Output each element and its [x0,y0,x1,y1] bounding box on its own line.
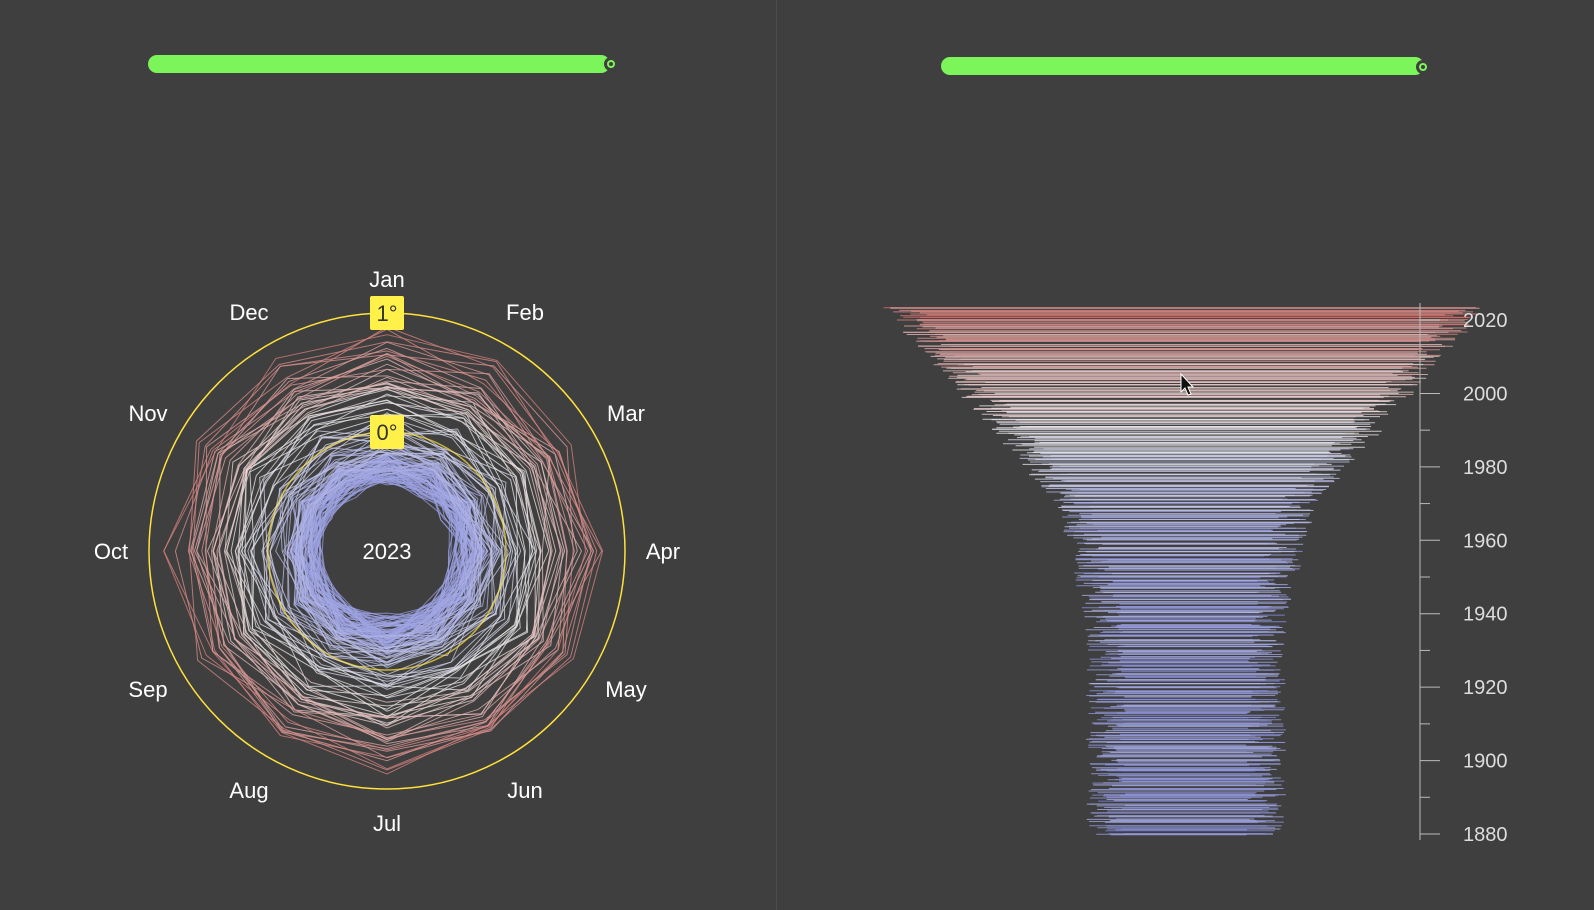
spiral-line-2018 [174,355,592,739]
year-bars [883,307,1483,836]
spiral-line-1996 [237,389,542,717]
panel-divider [776,0,777,910]
spiral-line-1948 [295,465,471,641]
spiral-line-1970 [296,454,492,664]
spiral-line-1977 [266,436,512,663]
spiral-line-1975 [287,426,502,680]
month-label-mar: Mar [607,401,645,426]
temperature-spiral-chart: 0° 1° Jan Feb Mar Apr May Jun Jul Aug Sep Oct Nov Dec… [94,267,680,836]
year-axis-label-2020: 2020 [1463,310,1508,332]
month-label-apr: Apr [646,539,680,564]
spiral-line-2001 [223,383,552,720]
year-axis-label-1960: 1960 [1463,530,1508,552]
year-axis-label-1920: 1920 [1463,677,1508,699]
spiral-line-2013 [191,347,595,736]
month-label-dec: Dec [229,300,268,325]
spiral-line-2014 [196,352,568,752]
mouse-cursor-icon [1180,372,1195,396]
spiral-line-2015 [204,341,589,762]
month-label-nov: Nov [128,401,167,426]
spiral-line-2023 [163,334,587,770]
year-axis-label-1900: 1900 [1463,751,1508,773]
spiral-panel: 0° 1° Jan Feb Mar Apr May Jun Jul Aug Sep Oct Nov Dec… [0,0,776,910]
spiral-line-2021 [192,328,594,758]
month-label-sep: Sep [128,677,167,702]
ring-label-bg-1 [370,296,404,330]
spiral-line-1985 [250,427,534,682]
temperature-bars-chart: 2020 2000 1980 1960 1940 1920 1900 1880 [883,303,1508,846]
month-label-jun: Jun [507,778,542,803]
spiral-line-1952 [307,462,489,648]
year-axis-label-1940: 1940 [1463,604,1508,626]
spiral-line-2003 [212,386,561,718]
spiral-line-1946 [297,456,484,637]
spiral-line-2022 [163,326,604,775]
month-label-may: May [605,677,647,702]
spiral-line-2005 [206,387,564,741]
spiral-line-1967 [289,452,503,640]
spiral-lines [163,326,604,775]
bars-slider-handle[interactable] [1416,60,1430,74]
spiral-line-1968 [275,445,483,655]
spiral-line-1964 [286,441,497,638]
spiral-line-1957 [282,451,493,644]
spiral-line-1982 [268,412,517,690]
month-label-aug: Aug [229,778,268,803]
month-label-oct: Oct [94,539,128,564]
spiral-line-1983 [263,430,519,671]
month-label-jan: Jan [369,267,404,292]
spiral-line-1999 [224,402,542,724]
center-year-label: 2023 [363,539,412,564]
year-slider-track[interactable] [148,55,610,73]
ring-label-0: 0° [376,420,397,445]
spiral-line-2012 [210,353,592,747]
spiral-line-2020 [188,341,598,771]
bars-panel: 2020 2000 1980 1960 1940 1920 1900 1880 [777,0,1594,910]
bars-slider-track[interactable] [941,57,1424,75]
spiral-line-1994 [238,399,531,710]
year-axis-label-1980: 1980 [1463,457,1508,479]
spiral-line-2000 [212,388,557,727]
spiral-line-2019 [187,350,603,751]
year-slider-handle[interactable] [604,57,618,71]
year-axis-label-2000: 2000 [1463,383,1508,405]
spiral-line-2017 [201,354,574,750]
spiral-line-1945 [290,463,471,630]
spiral-line-1980 [266,423,507,686]
spiral-line-1998 [234,395,541,707]
ring-label-bg-0 [370,415,404,449]
month-label-feb: Feb [506,300,544,325]
year-axis-label-1880: 1880 [1463,824,1508,846]
month-label-jul: Jul [373,811,401,836]
ring-label-1: 1° [376,301,397,326]
